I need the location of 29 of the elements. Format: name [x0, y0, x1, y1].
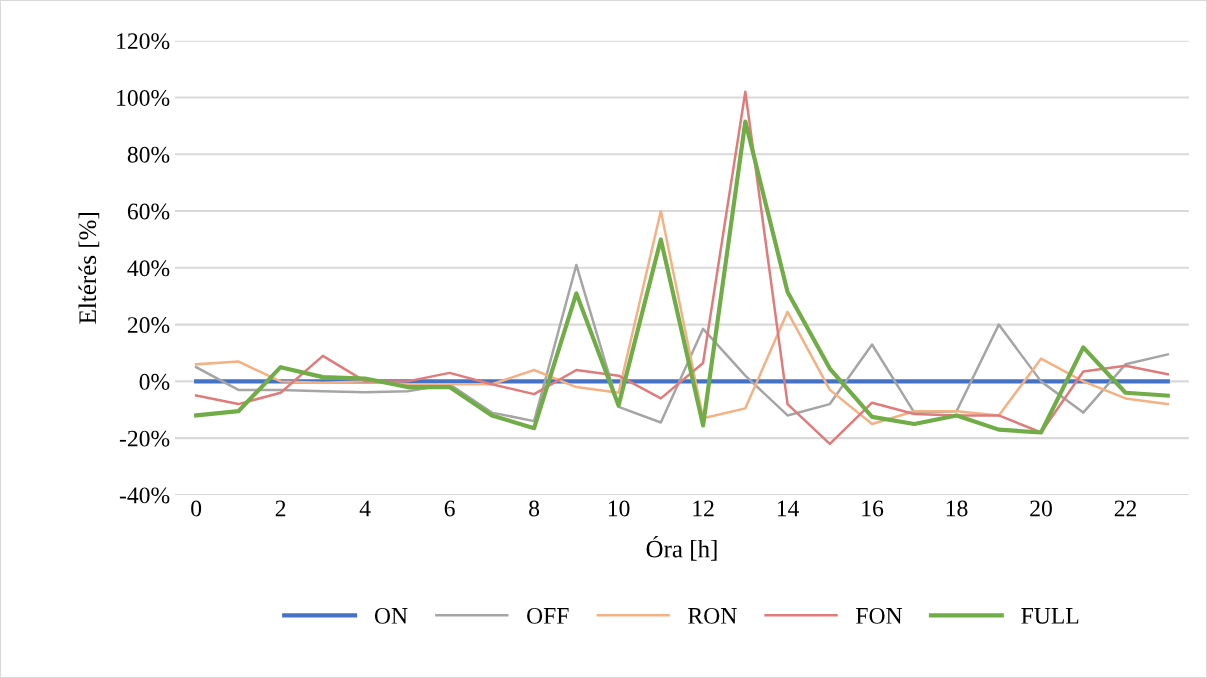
- y-tick-label: -40%: [119, 487, 170, 504]
- y-tick-label: 60%: [127, 203, 170, 220]
- x-tick-label: 16: [862, 500, 884, 517]
- x-tick-label: 8: [529, 500, 540, 517]
- y-tick-label: 40%: [127, 260, 170, 277]
- x-tick-label: 20: [1030, 500, 1052, 517]
- x-tick-label: 4: [359, 500, 371, 517]
- y-tick-label: 0%: [139, 373, 170, 390]
- x-tick-label: 14: [777, 500, 799, 517]
- y-tick-label: -20%: [119, 430, 170, 447]
- legend-label: FON: [856, 607, 903, 624]
- legend-label: ON: [374, 607, 408, 624]
- legend-label: RON: [688, 607, 737, 624]
- y-tick-label: 20%: [127, 317, 170, 334]
- legend-label: FULL: [1021, 608, 1079, 624]
- y-tick-label: 100%: [117, 89, 170, 106]
- y-tick-label: 120%: [117, 33, 170, 50]
- x-tick-label: 2: [275, 500, 286, 517]
- x-tick-label: 6: [444, 500, 455, 517]
- x-axis-title: Óra [h]: [646, 535, 717, 561]
- x-tick-label: 10: [608, 500, 630, 517]
- y-tick-label: 80%: [127, 146, 170, 163]
- x-tick-label: 0: [191, 500, 202, 517]
- y-axis-title: Eltérés [%]: [78, 213, 100, 324]
- x-tick-label: 22: [1114, 500, 1137, 517]
- x-tick-label: 18: [946, 500, 968, 517]
- legend-label: OFF: [527, 607, 569, 624]
- line-series: [194, 209, 1170, 426]
- x-tick-label: 12: [693, 500, 714, 517]
